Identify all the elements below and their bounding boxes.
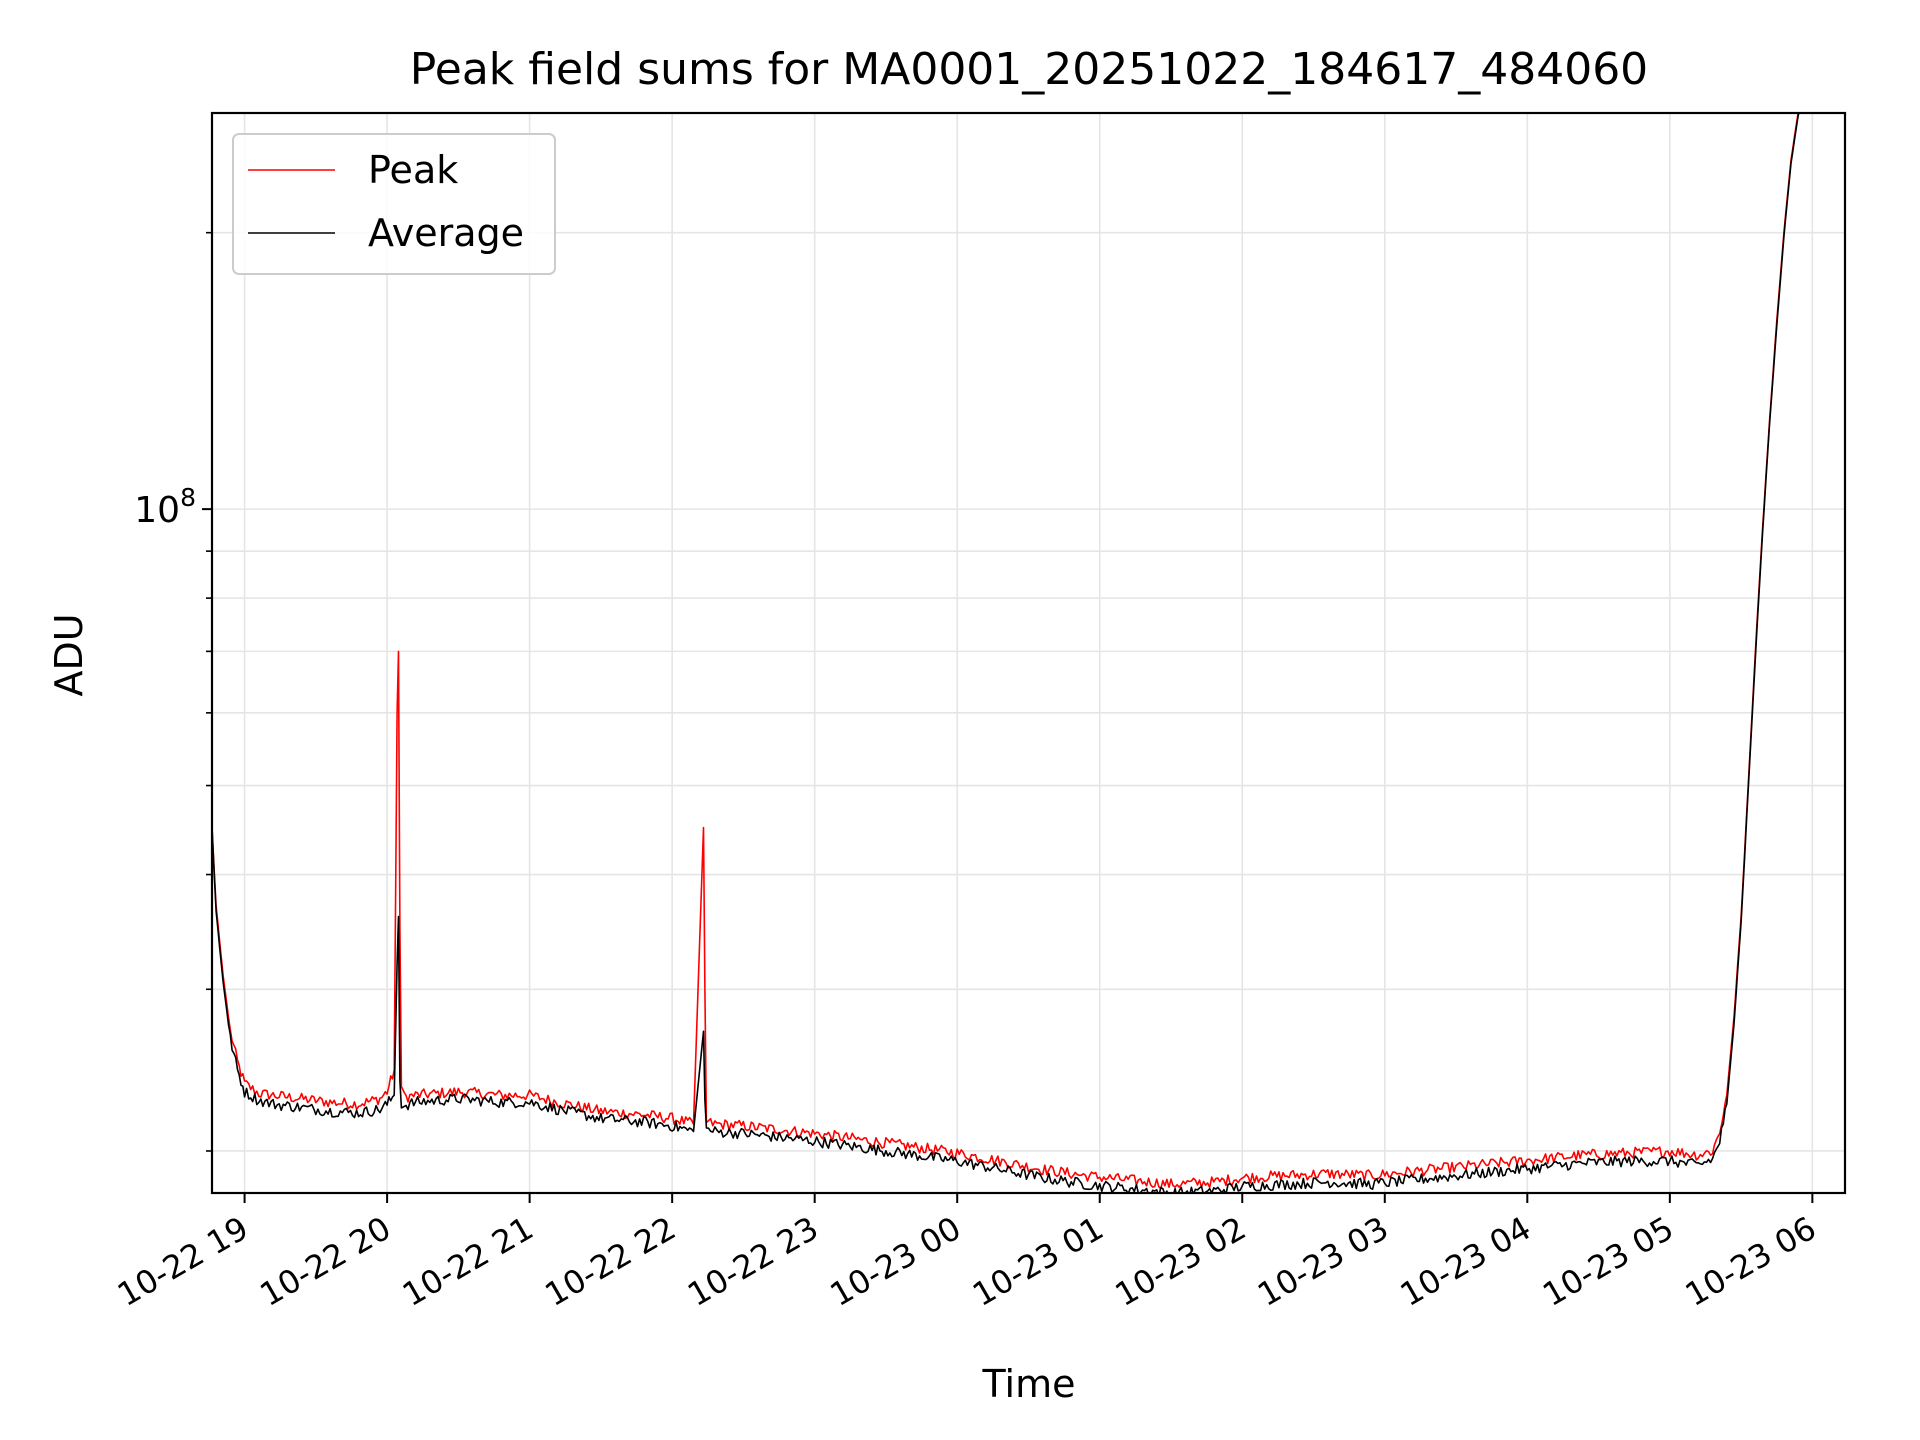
series-layer xyxy=(212,113,1800,1193)
axes-frame xyxy=(210,111,1847,1195)
legend-peak-label: Peak xyxy=(368,148,458,192)
legend-average-label: Average xyxy=(368,211,524,255)
series-line-average xyxy=(212,113,1800,1193)
legend-box xyxy=(232,133,556,275)
grid xyxy=(212,113,1845,1193)
series-line-peak xyxy=(212,113,1799,1190)
legend: Peak Average xyxy=(232,133,556,275)
chart-title: Peak field sums for MA0001_20251022_1846… xyxy=(410,44,1648,95)
x-axis-label: Time xyxy=(982,1362,1076,1406)
y-axis-label: ADU xyxy=(47,613,91,696)
